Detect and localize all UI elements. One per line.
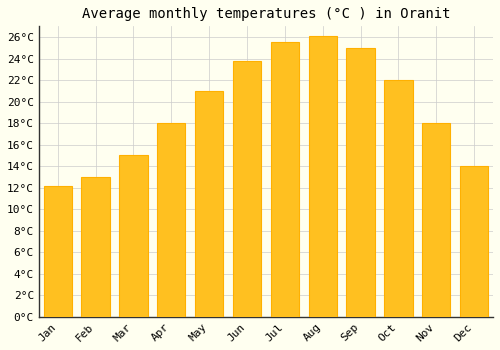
Bar [308, 36, 337, 317]
Title: Average monthly temperatures (°C ) in Oranit: Average monthly temperatures (°C ) in Or… [82, 7, 450, 21]
Bar [384, 80, 412, 317]
Bar [460, 166, 488, 317]
Bar [119, 155, 148, 317]
Bar [44, 186, 72, 317]
Bar [346, 48, 375, 317]
Bar [195, 91, 224, 317]
Bar [270, 42, 299, 317]
Bar [422, 123, 450, 317]
Bar [233, 61, 261, 317]
Bar [157, 123, 186, 317]
Bar [82, 177, 110, 317]
